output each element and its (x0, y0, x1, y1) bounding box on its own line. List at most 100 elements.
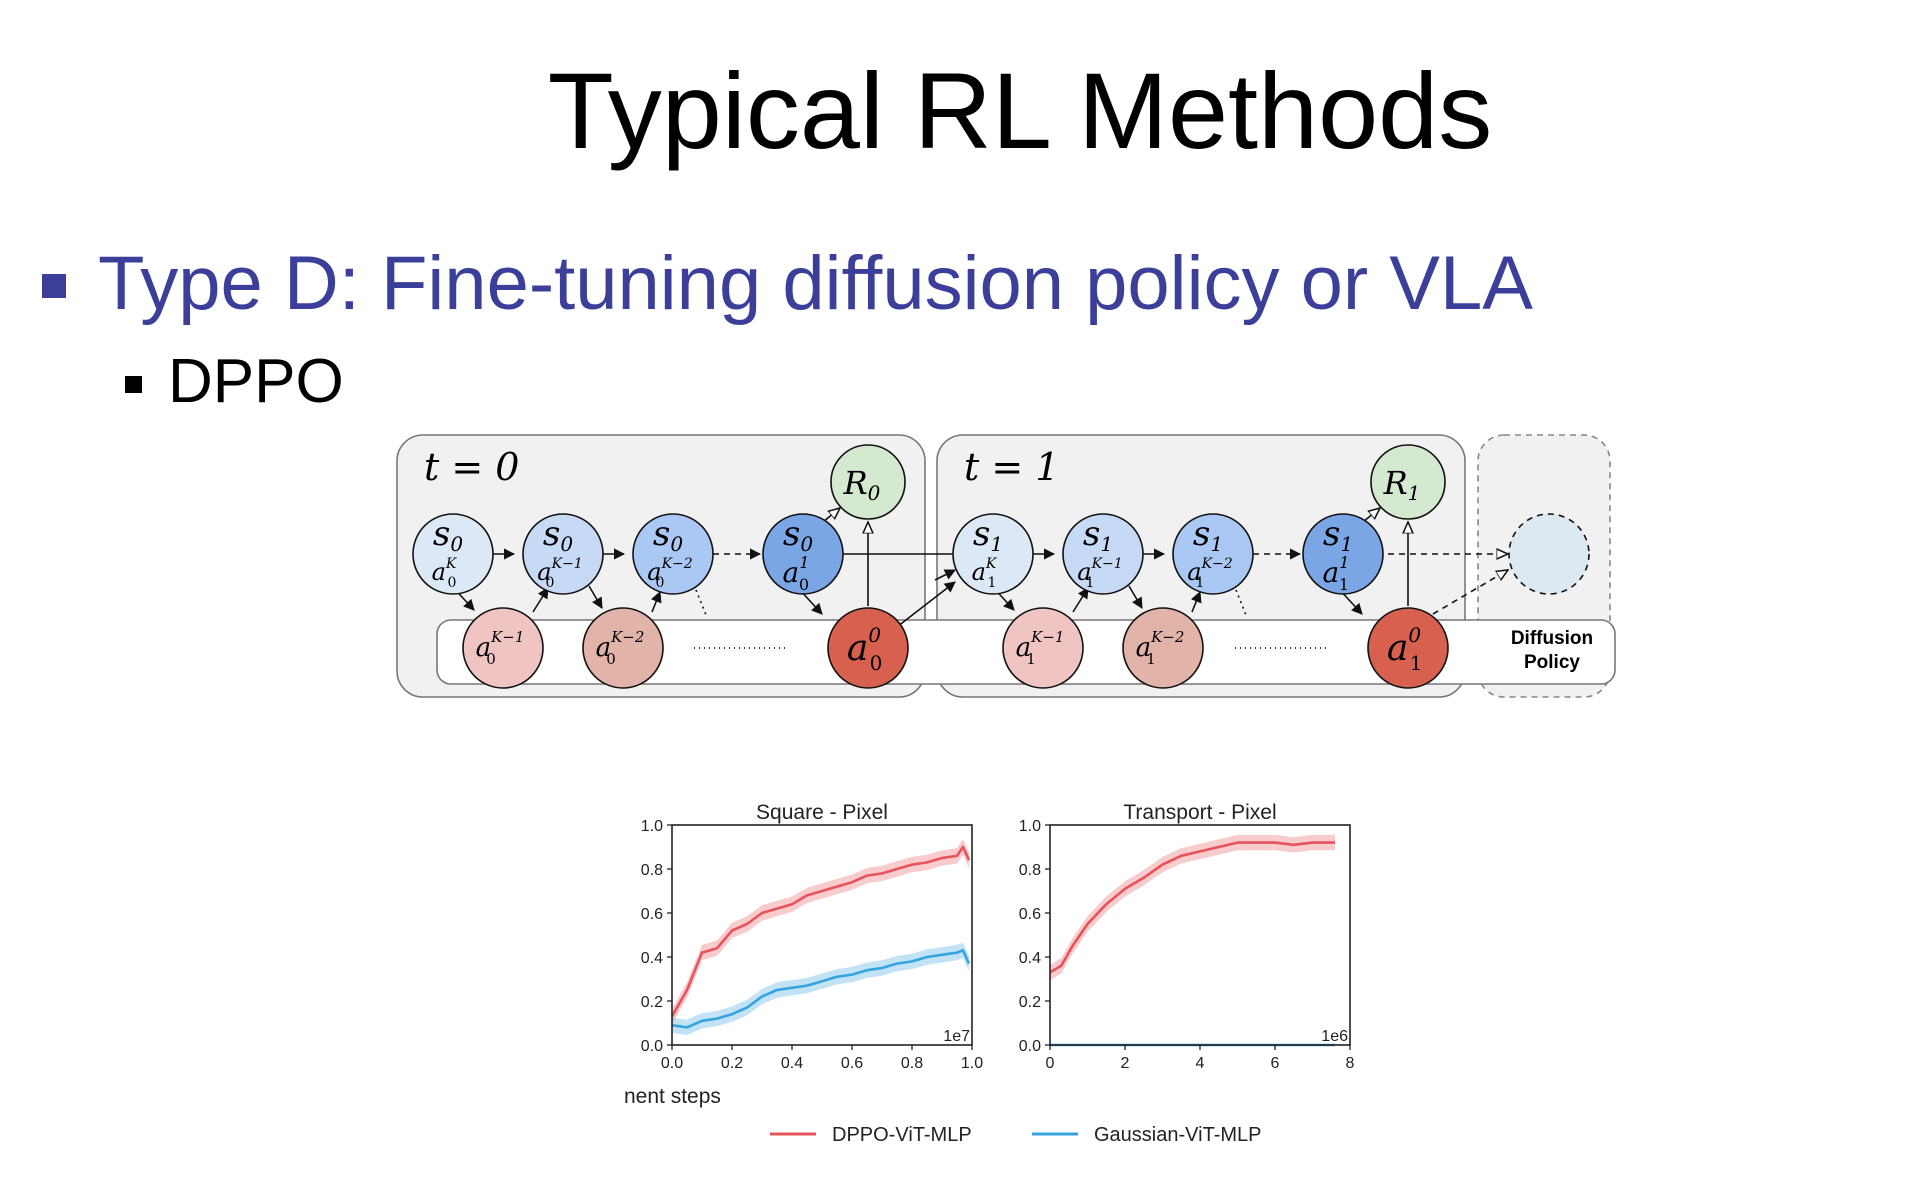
chart-transport-pixel: Transport - Pixel 0.0 0.2 0.4 0.6 0.8 1.0 0 2 4 6 8… (1019, 801, 1355, 1072)
c1-ytick-label: 0.6 (1019, 906, 1041, 923)
c1-ytick-label: 0.0 (1019, 1038, 1041, 1055)
c0-xtick-label: 0.2 (721, 1055, 743, 1072)
c1-title: Transport - Pixel (1123, 801, 1276, 824)
state-node-s1-aK-2: s1 aK−2 1 (1172, 513, 1254, 595)
svg-text:aK−1: aK−1 (1016, 628, 1065, 663)
svg-text:a1: a1 (783, 553, 810, 589)
c1-xtick-label: 2 (1121, 1055, 1130, 1072)
c1-xtick-label: 8 (1346, 1055, 1355, 1072)
svg-text:s0: s0 (543, 514, 573, 556)
c0-title: Square - Pixel (756, 801, 888, 824)
svg-text:1: 1 (1026, 650, 1036, 668)
svg-text:0: 0 (448, 575, 457, 591)
svg-text:s0: s0 (783, 514, 813, 556)
svg-text:a1: a1 (1323, 553, 1350, 589)
time-label-0: t = 0 (424, 445, 519, 489)
c1-x-multiplier: 1e6 (1321, 1028, 1348, 1045)
c0-x-multiplier: 1e7 (943, 1028, 970, 1045)
bullet-type-d: Type D: Fine-tuning diffusion policy or … (98, 241, 1533, 326)
state-node-s0-aK-2: s0 aK−2 0 (632, 513, 714, 595)
c0-ytick-label: 0.0 (641, 1038, 663, 1055)
legend-label-1: Gaussian-ViT-MLP (1094, 1124, 1261, 1146)
svg-text:a0: a0 (847, 623, 881, 669)
state-node-s1-aK: s1 aK 1 (952, 513, 1034, 595)
svg-text:a0: a0 (1387, 623, 1421, 669)
c0-series-line-0 (670, 845, 971, 1018)
action-node-a1-K-2: aK−2 1 (1122, 607, 1204, 689)
c0-ytick-label: 0.4 (641, 950, 663, 967)
svg-text:1: 1 (1410, 651, 1423, 675)
c1-ytick-label: 0.2 (1019, 994, 1041, 1011)
action-node-a0-K-1: aK−1 0 (462, 607, 544, 689)
c0-ytick-label: 0.6 (641, 906, 663, 923)
c0-band-0 (672, 839, 969, 1025)
svg-text:0: 0 (656, 575, 665, 591)
action-node-a0-K-2: aK−2 0 (582, 607, 664, 689)
c0-xtick-label: 0.8 (901, 1055, 923, 1072)
svg-text:s1: s1 (1083, 514, 1113, 556)
svg-text:0: 0 (870, 651, 883, 675)
c1-band-0 (1050, 834, 1335, 981)
c0-ytick-label: 1.0 (641, 818, 663, 835)
svg-text:0: 0 (486, 650, 496, 668)
c1-ytick-label: 1.0 (1019, 818, 1041, 835)
action-node-a1-K-1: aK−1 1 (1002, 607, 1084, 689)
svg-text:s1: s1 (1323, 514, 1353, 556)
diffusion-policy-label-line2: Policy (1524, 652, 1580, 673)
charts-figure: Square - Pixel 0.0 0.2 0.4 0.6 0.8 1.0 0.0 0.2 0.… (624, 801, 1355, 1146)
svg-text:aK: aK (972, 556, 998, 586)
c0-xtick-label: 0.6 (841, 1055, 863, 1072)
c1-ytick-label: 0.8 (1019, 862, 1041, 879)
chart-square-pixel: Square - Pixel 0.0 0.2 0.4 0.6 0.8 1.0 0.0 0.2 0.… (624, 801, 983, 1108)
reward-node-r0: R0 (830, 444, 906, 520)
time-label-1: t = 1 (964, 445, 1059, 489)
slide-title: Typical RL Methods (547, 50, 1493, 171)
svg-text:aK: aK (432, 556, 458, 586)
reward-node-r1: R1 (1370, 444, 1446, 520)
svg-text:aK−2: aK−2 (1136, 628, 1185, 663)
c0-xtick-label: 0.4 (781, 1055, 803, 1072)
c0-band-1 (672, 942, 969, 1036)
state-node-s1-a1: s1 a1 1 (1302, 513, 1384, 595)
action-node-a1-0: a0 1 (1367, 607, 1449, 689)
svg-text:s0: s0 (653, 514, 683, 556)
svg-text:R0: R0 (843, 464, 881, 505)
legend-label-0: DPPO-ViT-MLP (832, 1124, 972, 1146)
svg-text:R1: R1 (1383, 464, 1421, 505)
c0-ytick-label: 0.8 (641, 862, 663, 879)
svg-text:aK−2: aK−2 (1187, 556, 1233, 586)
c0-ytick-label: 0.2 (641, 994, 663, 1011)
action-node-a0-0: a0 0 (827, 607, 909, 689)
svg-text:s0: s0 (433, 514, 463, 556)
svg-text:aK−2: aK−2 (596, 628, 645, 663)
state-node-s1-aK-1: s1 aK−1 1 (1062, 513, 1144, 595)
svg-text:0: 0 (799, 575, 809, 594)
state-node-s0-aK-1: s0 aK−1 0 (522, 513, 604, 595)
sub-bullet-square-icon (125, 376, 142, 393)
state-node-s0-aK: s0 aK 0 (412, 513, 494, 595)
c0-xtick-label: 0.0 (661, 1055, 683, 1072)
c0-xtick-label: 1.0 (961, 1055, 983, 1072)
svg-text:0: 0 (546, 575, 555, 591)
future-state-node (1508, 513, 1590, 595)
svg-text:s1: s1 (1193, 514, 1223, 556)
c0-xlabel: nent steps (624, 1085, 721, 1108)
bullet-dppo: DPPO (168, 347, 344, 416)
dppo-diagram: t = 0 t = 1 (396, 434, 1616, 698)
svg-text:aK−1: aK−1 (537, 556, 582, 586)
c1-xtick-label: 6 (1271, 1055, 1280, 1072)
c1-xtick-label: 0 (1046, 1055, 1055, 1072)
svg-text:aK−1: aK−1 (1077, 556, 1122, 586)
state-node-s0-a1: s0 a1 0 (762, 513, 844, 595)
diffusion-policy-label-line1: Diffusion (1511, 628, 1593, 649)
svg-text:0: 0 (606, 650, 616, 668)
c0-plot-frame (671, 824, 973, 1046)
c1-ytick-label: 0.4 (1019, 950, 1041, 967)
svg-text:1: 1 (1086, 575, 1095, 591)
svg-text:1: 1 (1196, 575, 1205, 591)
c0-series-line-1 (671, 949, 971, 1029)
svg-text:aK−2: aK−2 (647, 556, 693, 586)
svg-text:1: 1 (988, 575, 997, 591)
svg-text:1: 1 (1146, 650, 1156, 668)
